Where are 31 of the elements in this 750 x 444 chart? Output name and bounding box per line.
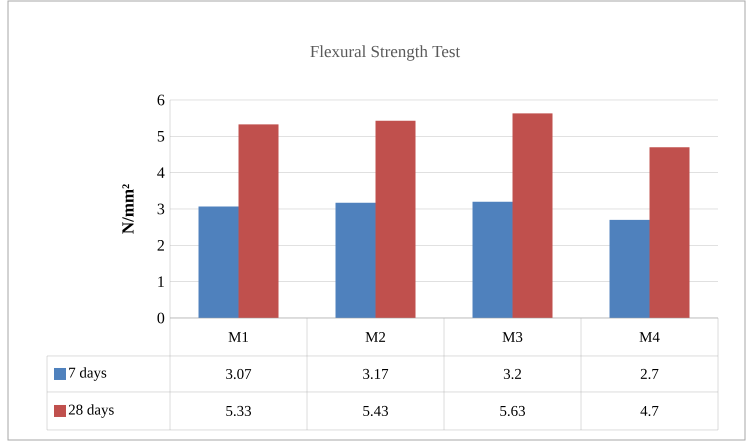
- chart-title: Flexural Strength Test: [310, 45, 460, 61]
- data-label: 5.63: [500, 406, 525, 416]
- y-tick-label: 5: [158, 131, 164, 142]
- y-tick-label: 0: [157, 312, 164, 324]
- data-label: 4.7: [640, 406, 658, 416]
- bar: [472, 202, 513, 318]
- x-tick-label: M4: [640, 332, 660, 342]
- y-axis-title: N/mm²: [122, 184, 134, 234]
- y-tick-label: 2: [158, 240, 164, 251]
- y-tick-label: 4: [157, 167, 165, 178]
- data-label: 3.07: [226, 368, 252, 380]
- bar: [610, 220, 650, 318]
- bar: [198, 206, 239, 318]
- y-tick-label: 1: [158, 276, 164, 287]
- bar: [238, 124, 279, 318]
- legend-label: 7 days: [69, 367, 106, 381]
- x-tick-label: M2: [366, 332, 386, 342]
- bar: [336, 202, 376, 318]
- data-label: 5.33: [226, 406, 251, 416]
- bar: [376, 120, 416, 318]
- data-label: 3.2: [504, 368, 522, 380]
- x-tick-label: M1: [228, 332, 248, 342]
- y-tick-label: 3: [158, 204, 164, 214]
- data-label: 2.7: [640, 368, 658, 380]
- y-tick-label: 6: [158, 94, 164, 106]
- data-label: 5.43: [363, 406, 388, 416]
- legend-label: 28 days: [68, 404, 114, 418]
- data-label: 3.17: [363, 368, 388, 380]
- x-tick-label: M3: [502, 332, 522, 342]
- bar: [650, 147, 690, 318]
- bar: [512, 113, 553, 318]
